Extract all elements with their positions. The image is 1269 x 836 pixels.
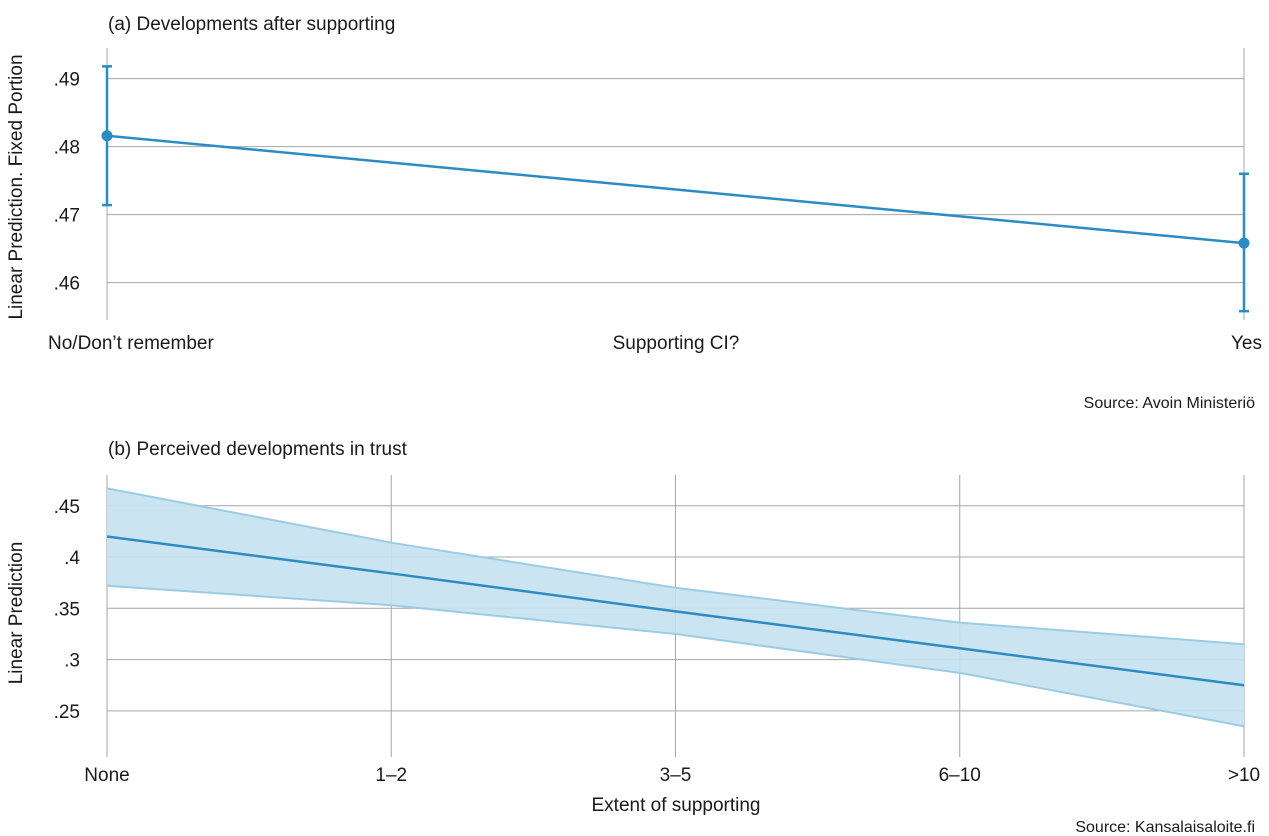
- panel-b-source: Source: Kansalaisaloite.fi: [1075, 819, 1255, 836]
- panel-b-y-axis-title: Linear Prediction: [6, 542, 27, 685]
- a-y-tick-label: .49: [54, 70, 80, 91]
- b-ci-band: [107, 488, 1244, 727]
- b-y-tick-label: .25: [54, 702, 80, 723]
- b-x-tick-label: >10: [1228, 765, 1260, 786]
- panel-a-y-axis-title: Linear Prediction. Fixed Portion: [6, 54, 27, 319]
- a-data-point-1: [1238, 237, 1250, 249]
- panel-b-x-axis-title: Extent of supporting: [592, 795, 761, 816]
- b-x-tick-label: None: [84, 765, 129, 786]
- b-y-tick-label: .35: [54, 599, 80, 620]
- b-ci-upper-edge: [106, 487, 1245, 646]
- panel-a-y-tick-labels: .46 .47 .48 .49: [54, 70, 80, 295]
- panel-a-series: [101, 65, 1250, 313]
- panel-a-horizontal-gridlines: [107, 78, 1244, 284]
- b-x-tick-label: 6–10: [939, 765, 981, 786]
- b-y-tick-label: .3: [64, 651, 80, 672]
- panel-a-source: Source: Avoin Ministeriö: [1084, 395, 1255, 412]
- panel-b: (b) Perceived developments in trust .25.…: [6, 439, 1260, 836]
- panel-a-vertical-gridlines: [106, 48, 1245, 320]
- panel-b-x-tick-labels: None 1–2 3–5 6–10 >10: [84, 765, 1260, 786]
- panel-a-x-tick-labels: No/Don’t remember Yes: [48, 333, 1262, 354]
- a-series-line: [106, 134, 1245, 245]
- b-x-tick-label: 1–2: [375, 765, 407, 786]
- a-y-tick-label: .46: [54, 274, 80, 295]
- panel-b-series: [106, 487, 1245, 728]
- a-y-tick-label: .48: [54, 138, 80, 159]
- b-series-line: [106, 535, 1245, 687]
- a-x-tick-label: Yes: [1231, 333, 1262, 354]
- panel-a: (a) Developments after supporting .46 .47…: [6, 14, 1262, 412]
- a-data-point-0: [101, 130, 113, 142]
- panel-b-y-tick-labels: .25 .3 .35 .4 .45: [54, 497, 81, 723]
- b-y-tick-label: .4: [64, 548, 80, 569]
- a-x-tick-label: No/Don’t remember: [48, 333, 214, 354]
- b-y-tick-label: .45: [54, 497, 80, 518]
- panel-a-x-axis-title: Supporting CI?: [613, 333, 740, 354]
- b-x-tick-label: 3–5: [660, 765, 692, 786]
- panel-b-title: (b) Perceived developments in trust: [108, 439, 408, 460]
- a-y-tick-label: .47: [54, 206, 80, 227]
- b-ci-lower-edge: [106, 584, 1245, 728]
- panel-a-title: (a) Developments after supporting: [108, 14, 395, 35]
